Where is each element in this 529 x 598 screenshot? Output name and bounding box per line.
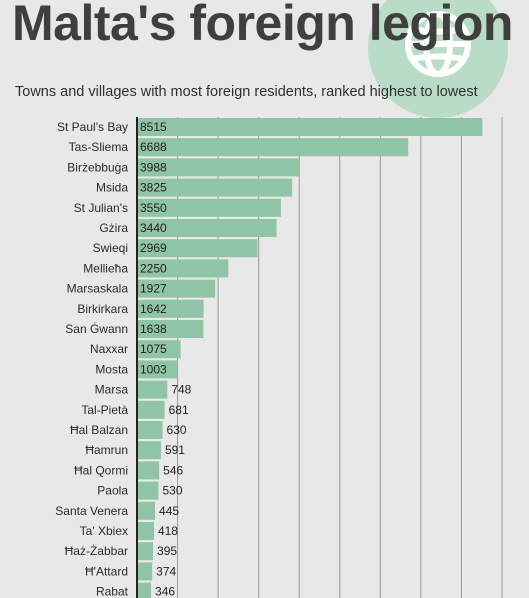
value-label: 8515 xyxy=(140,120,167,134)
value-label: 3988 xyxy=(140,160,167,174)
bar xyxy=(137,481,159,500)
value-label: 6688 xyxy=(140,140,167,154)
bar xyxy=(137,118,483,136)
bar xyxy=(137,380,168,399)
category-label: Santa Venera xyxy=(55,504,128,518)
value-label: 2969 xyxy=(140,241,167,255)
value-label: 374 xyxy=(156,564,176,578)
bar xyxy=(137,299,204,318)
bar xyxy=(137,400,165,419)
value-label: 3825 xyxy=(140,181,167,195)
category-label: Birkirkara xyxy=(77,302,128,316)
category-label: Tas-Sliema xyxy=(69,140,129,154)
category-label: St Julian's xyxy=(74,201,128,215)
category-label: St Paul's Bay xyxy=(57,120,128,134)
bar xyxy=(137,360,178,379)
bar xyxy=(137,259,229,278)
bar xyxy=(137,522,154,540)
category-label: Ħ'Attard xyxy=(85,564,128,578)
bar xyxy=(137,562,153,581)
value-label: 395 xyxy=(157,544,177,558)
bar xyxy=(137,198,281,217)
bar xyxy=(137,279,216,298)
bar xyxy=(137,421,163,439)
category-label: Mosta xyxy=(95,362,128,376)
bar xyxy=(137,158,299,177)
value-label: 1003 xyxy=(140,362,167,376)
category-label: Ħal Qormi xyxy=(74,463,128,477)
value-label: 2250 xyxy=(140,261,167,275)
value-label: 591 xyxy=(165,443,185,457)
value-label: 418 xyxy=(158,524,178,538)
category-label: Marsa xyxy=(95,383,129,397)
chart-subtitle: Towns and villages with most foreign res… xyxy=(15,84,478,100)
bar xyxy=(137,239,258,258)
bar xyxy=(137,582,152,598)
category-label: Naxxar xyxy=(90,342,128,356)
bar xyxy=(137,501,156,520)
value-label: 1075 xyxy=(140,342,167,356)
value-label: 530 xyxy=(162,484,182,498)
category-label: Tal-Pietà xyxy=(81,403,128,417)
page-title: Malta's foreign legion xyxy=(12,0,513,51)
category-label: Rabat xyxy=(96,585,129,598)
category-label: Ħal Balzan xyxy=(70,423,128,437)
value-label: 3550 xyxy=(140,201,167,215)
bar xyxy=(137,542,154,561)
bar xyxy=(137,340,181,359)
value-label: 445 xyxy=(159,504,179,518)
category-label: Msida xyxy=(96,181,128,195)
value-label: 681 xyxy=(169,403,189,417)
globe-icon xyxy=(368,0,508,118)
category-label: Ta' Xbiex xyxy=(80,524,128,538)
category-label: Marsaskala xyxy=(67,282,129,296)
bar xyxy=(137,219,277,237)
category-label: Ħamrun xyxy=(85,443,128,457)
bar xyxy=(137,441,161,460)
value-label: 630 xyxy=(167,423,187,437)
category-label: Gżira xyxy=(99,221,128,235)
category-label: Paola xyxy=(97,484,128,498)
value-label: 1638 xyxy=(140,322,167,336)
category-label: Birżebbuġa xyxy=(67,160,128,174)
value-label: 1642 xyxy=(140,302,167,316)
category-label: Ħaż-Żabbar xyxy=(65,544,128,558)
value-label: 3440 xyxy=(140,221,167,235)
value-label: 346 xyxy=(155,585,175,598)
value-label: 1927 xyxy=(140,282,167,296)
category-label: Mellieħa xyxy=(83,261,128,275)
category-label: San Ġwann xyxy=(65,322,128,336)
bar xyxy=(137,178,293,197)
bar xyxy=(137,138,409,157)
bar xyxy=(137,461,160,480)
bar xyxy=(137,320,204,338)
value-label: 748 xyxy=(171,383,191,397)
category-label: Swieqi xyxy=(93,241,128,255)
value-label: 546 xyxy=(163,463,183,477)
